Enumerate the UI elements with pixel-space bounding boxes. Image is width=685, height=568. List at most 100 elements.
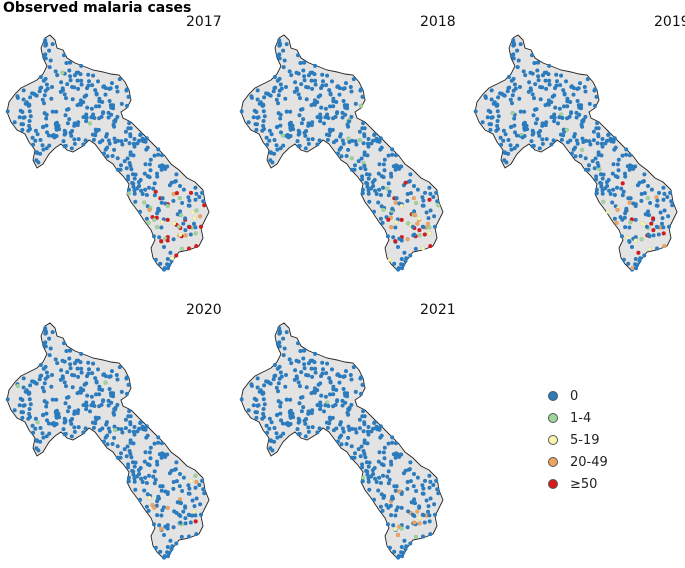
village-point (283, 384, 288, 389)
village-point (202, 491, 207, 496)
village-point (428, 496, 433, 501)
village-point (377, 139, 382, 144)
village-point (190, 498, 195, 503)
village-point (657, 190, 661, 195)
village-point (428, 532, 433, 537)
village-point (187, 486, 192, 491)
map-svg (239, 34, 444, 272)
village-point (283, 96, 288, 101)
village-point (271, 89, 276, 94)
village-point (573, 154, 578, 159)
village-point (97, 404, 102, 409)
village-point (122, 159, 127, 164)
village-point (347, 407, 352, 412)
village-point (301, 348, 306, 353)
village-point (179, 501, 183, 506)
village-point (413, 200, 419, 206)
village-point (313, 351, 318, 356)
village-point (153, 189, 158, 194)
village-point (390, 494, 395, 499)
village-point (406, 179, 411, 184)
village-point (366, 425, 371, 429)
village-point (578, 154, 583, 158)
village-point (655, 246, 659, 251)
village-point (421, 198, 426, 203)
village-point (177, 195, 182, 201)
village-point (631, 166, 636, 171)
village-point (390, 152, 395, 157)
village-point (373, 476, 378, 481)
village-point (193, 231, 198, 236)
village-point (370, 180, 375, 185)
village-point (278, 146, 283, 151)
village-point (365, 184, 370, 189)
village-point (310, 425, 315, 430)
village-point (555, 79, 559, 84)
village-point (357, 417, 362, 422)
village-point (293, 368, 298, 373)
village-point (518, 85, 522, 89)
village-point (144, 435, 149, 440)
village-point (393, 455, 398, 460)
village-point (147, 463, 152, 468)
village-point (42, 111, 47, 116)
village-point (100, 426, 105, 431)
village-point (275, 435, 280, 440)
village-point (537, 133, 542, 138)
village-point (349, 377, 354, 382)
village-point (174, 460, 179, 465)
village-point (594, 94, 599, 99)
village-point (651, 227, 656, 233)
village-point (318, 115, 323, 120)
village-point (113, 119, 118, 124)
village-point (315, 430, 320, 435)
village-point (114, 373, 119, 377)
village-point (365, 181, 370, 186)
village-point (38, 439, 43, 444)
village-point (152, 217, 157, 222)
village-point (351, 365, 356, 370)
legend-item-1-4: 1-4 (548, 407, 608, 429)
village-point (547, 82, 552, 87)
legend-item-20-49: 20-49 (548, 451, 608, 473)
village-point (125, 391, 129, 396)
map-svg (239, 322, 444, 560)
village-point (252, 108, 257, 113)
village-point (378, 435, 383, 440)
village-point (50, 397, 55, 402)
village-point (41, 413, 45, 418)
village-point (87, 79, 91, 84)
village-point (318, 407, 323, 412)
village-point (48, 346, 53, 351)
village-point (276, 93, 281, 98)
village-point (354, 430, 359, 435)
village-point (525, 127, 530, 132)
village-point (324, 132, 329, 137)
village-point (69, 133, 74, 138)
village-point (267, 128, 272, 133)
village-point (302, 130, 307, 135)
village-point (417, 521, 422, 526)
village-point (38, 86, 43, 91)
village-point (421, 225, 426, 230)
village-point (67, 60, 72, 65)
village-point (639, 192, 644, 196)
village-point (328, 104, 332, 109)
village-point (647, 213, 651, 218)
village-point (177, 484, 182, 489)
village-point (512, 146, 517, 151)
village-point (27, 407, 32, 411)
village-point (64, 96, 68, 101)
village-point (249, 95, 254, 100)
village-point (347, 119, 352, 124)
village-point (109, 393, 114, 398)
village-point (115, 167, 120, 172)
village-point (89, 106, 94, 111)
village-point (43, 326, 48, 331)
village-point (261, 397, 266, 402)
village-point (193, 519, 198, 524)
village-point (342, 86, 347, 91)
village-point (413, 534, 418, 540)
village-point (93, 376, 98, 381)
village-point (385, 186, 390, 191)
